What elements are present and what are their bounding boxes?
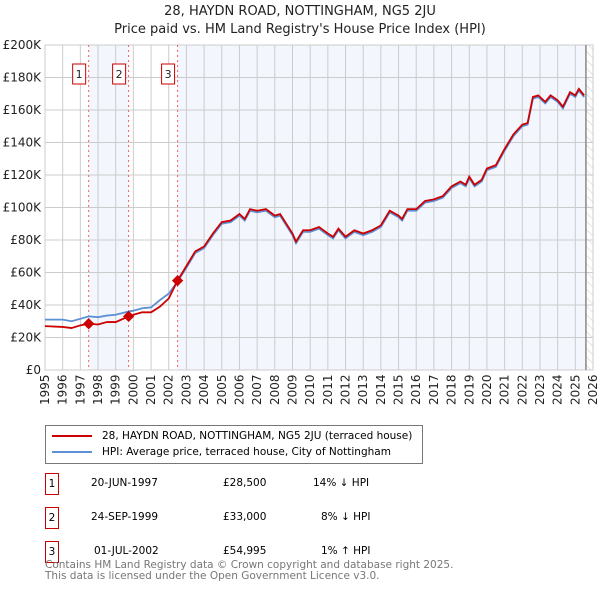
x-tick-label: 2026 xyxy=(586,374,600,405)
sale-date: 01-JUL-2002 xyxy=(94,545,159,557)
x-tick-label: 2007 xyxy=(250,374,264,405)
footer-line: This data is licensed under the Open Gov… xyxy=(45,570,380,582)
sale-date: 20-JUN-1997 xyxy=(91,477,158,489)
sale-label-box xyxy=(112,63,127,85)
x-tick-label: 2001 xyxy=(144,374,158,405)
footer: Contains HM Land Registry data © Crown c… xyxy=(45,560,453,582)
footer-line: Contains HM Land Registry data © Crown c… xyxy=(45,559,454,571)
sale-label-box xyxy=(72,63,87,85)
legend-label-property: 28, HAYDN ROAD, NOTTINGHAM, NG5 2JU (ter… xyxy=(102,430,413,442)
x-tick-label: 2020 xyxy=(480,374,494,405)
y-tick-label: £20K xyxy=(10,331,42,345)
x-tick-label: 2003 xyxy=(179,374,193,405)
x-tick-label: 2022 xyxy=(515,374,529,405)
y-tick-label: £40K xyxy=(10,298,42,312)
x-tick-label: 1995 xyxy=(38,374,52,405)
y-tick-label: £0 xyxy=(26,363,41,377)
sale-row: 1 20-JUN-1997 £28,500 14% ↓ HPI xyxy=(45,473,445,495)
sale-hpi-diff: 1% ↑ HPI xyxy=(321,545,371,557)
y-tick-label: £180K xyxy=(3,71,43,85)
legend-swatch-property xyxy=(52,435,92,437)
x-tick-label: 1996 xyxy=(56,374,70,405)
price-chart: 1995 1996 1997 1998 1999 2000 2001 2002 2003 2004… xyxy=(3,38,600,405)
y-tick-label: £140K xyxy=(3,136,43,150)
x-tick-label: 2023 xyxy=(533,374,547,405)
x-tick-label: 2000 xyxy=(126,374,140,405)
x-tick-label: 2019 xyxy=(462,374,476,405)
y-tick-label: £160K xyxy=(3,103,43,117)
y-tick-label: £80K xyxy=(10,233,42,247)
y-tick-label: £60K xyxy=(10,266,42,280)
sale-label: 1 xyxy=(76,68,83,81)
x-tick-label: 2025 xyxy=(568,374,582,405)
sale-date: 24-SEP-1999 xyxy=(91,511,159,523)
x-tick-label: 1998 xyxy=(91,374,105,405)
sale-row: 3 01-JUL-2002 £54,995 1% ↑ HPI xyxy=(45,541,445,563)
sale-label: 2 xyxy=(116,68,123,81)
x-tick-label: 2009 xyxy=(285,374,299,405)
sale-price: £28,500 xyxy=(223,477,267,489)
x-tick-label: 2018 xyxy=(445,374,459,405)
x-tick-label: 1997 xyxy=(73,374,87,405)
y-tick-label: £120K xyxy=(3,168,43,182)
x-tick-label: 2008 xyxy=(268,374,282,405)
y-tick-label: £100K xyxy=(3,201,43,215)
x-tick-label: 2024 xyxy=(551,374,565,405)
sale-label: 3 xyxy=(165,68,172,81)
sale-number: 2 xyxy=(45,507,59,529)
x-tick-label: 1999 xyxy=(109,374,123,405)
x-tick-label: 2011 xyxy=(321,374,335,405)
x-tick-label: 2015 xyxy=(392,374,406,405)
y-tick-label: £200K xyxy=(3,38,43,52)
x-tick-label: 2013 xyxy=(356,374,370,405)
x-tick-label: 2014 xyxy=(374,374,388,405)
x-tick-label: 2010 xyxy=(303,374,317,405)
x-tick-label: 2017 xyxy=(427,374,441,405)
x-tick-label: 2005 xyxy=(215,374,229,405)
x-tick-label: 2004 xyxy=(197,374,211,405)
sale-label-box xyxy=(161,63,176,85)
sale-hpi-diff: 8% ↓ HPI xyxy=(321,511,371,523)
sale-hpi-diff: 14% ↓ HPI xyxy=(313,477,370,489)
sale-price: £54,995 xyxy=(223,545,267,557)
chart-subtitle: Price paid vs. HM Land Registry's House … xyxy=(114,22,486,37)
x-tick-label: 2006 xyxy=(232,374,246,405)
x-tick-label: 2021 xyxy=(498,374,512,405)
chart-title: 28, HAYDN ROAD, NOTTINGHAM, NG5 2JU xyxy=(164,4,436,19)
legend-label-hpi: HPI: Average price, terraced house, City… xyxy=(102,446,391,458)
sale-number: 3 xyxy=(45,541,59,563)
sale-point xyxy=(171,274,184,287)
legend: 28, HAYDN ROAD, NOTTINGHAM, NG5 2JU (ter… xyxy=(45,425,423,464)
price-paid-line xyxy=(44,87,585,329)
sale-price: £33,000 xyxy=(223,511,267,523)
sale-row: 2 24-SEP-1999 £33,000 8% ↓ HPI xyxy=(45,507,445,529)
x-tick-label: 2002 xyxy=(162,374,176,405)
x-tick-label: 2016 xyxy=(409,374,423,405)
legend-swatch-hpi xyxy=(52,451,92,453)
x-tick-label: 2012 xyxy=(339,374,353,405)
sale-number: 1 xyxy=(45,473,59,495)
